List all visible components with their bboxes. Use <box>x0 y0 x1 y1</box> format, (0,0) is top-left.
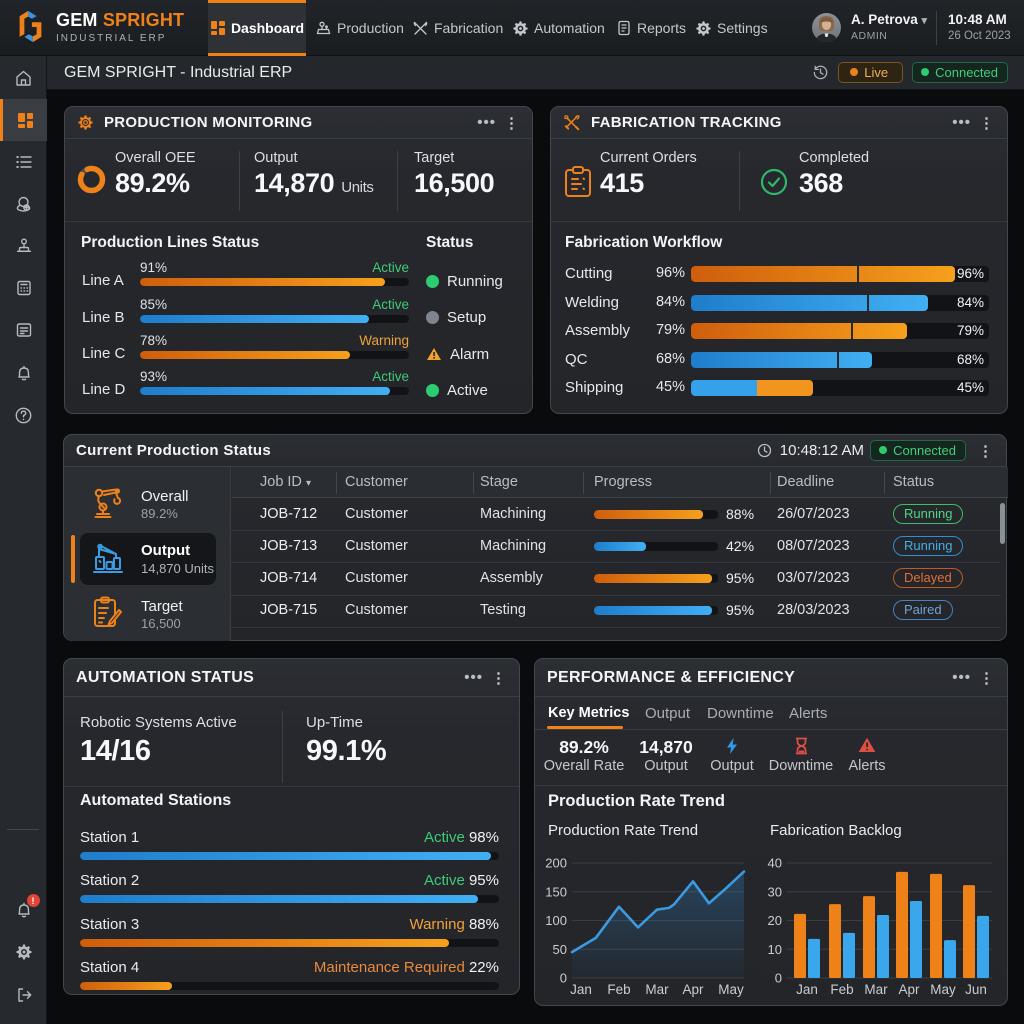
svg-text:20: 20 <box>768 913 782 928</box>
svg-text:Jun: Jun <box>965 982 987 997</box>
svg-text:10: 10 <box>768 942 782 957</box>
svg-text:100: 100 <box>545 913 567 928</box>
svg-text:30: 30 <box>768 884 782 899</box>
svg-text:Jan: Jan <box>570 982 592 997</box>
svg-text:0: 0 <box>560 971 567 986</box>
svg-text:Feb: Feb <box>607 982 630 997</box>
svg-text:40: 40 <box>768 856 782 871</box>
svg-text:0: 0 <box>775 971 782 986</box>
svg-text:150: 150 <box>545 884 567 899</box>
svg-text:May: May <box>930 982 956 997</box>
svg-text:Mar: Mar <box>645 982 669 997</box>
svg-text:Mar: Mar <box>864 982 888 997</box>
svg-text:Feb: Feb <box>830 982 853 997</box>
svg-text:200: 200 <box>545 856 567 871</box>
svg-text:Apr: Apr <box>682 982 704 997</box>
svg-text:Apr: Apr <box>898 982 920 997</box>
svg-text:Jan: Jan <box>796 982 818 997</box>
svg-text:50: 50 <box>553 942 567 957</box>
svg-text:May: May <box>718 982 744 997</box>
